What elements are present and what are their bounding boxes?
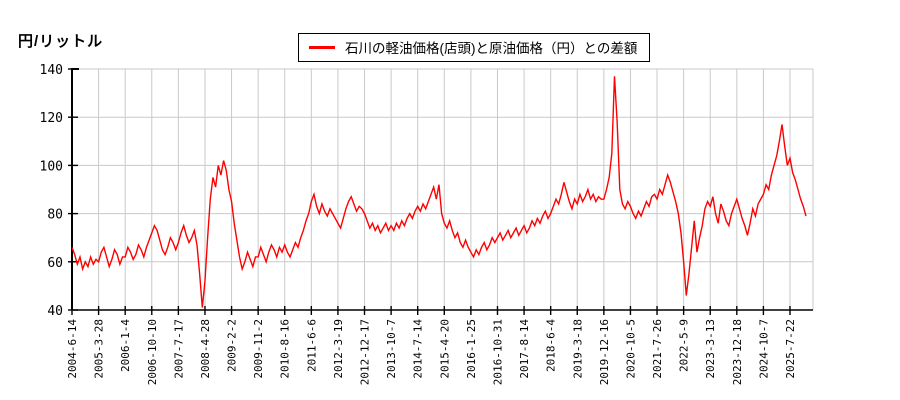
x-tick-label: 2007-7-17 <box>172 319 185 379</box>
x-tick-label: 2019-3-18 <box>571 319 584 379</box>
x-tick-label: 2009-2-2 <box>226 319 239 372</box>
x-tick-label: 2022-5-9 <box>678 319 691 372</box>
x-tick-label: 2016-10-31 <box>491 319 504 385</box>
x-tick-label: 2023-3-13 <box>704 319 717 379</box>
x-tick-label: 2016-1-25 <box>465 319 478 379</box>
x-tick-label: 2018-6-4 <box>545 319 558 372</box>
legend: 石川の軽油価格(店頭)と原油価格（円）との差額 <box>298 33 651 62</box>
y-tick-label: 80 <box>47 208 63 223</box>
x-tick-label: 2006-1-4 <box>119 319 132 372</box>
x-tick-label: 2020-10-5 <box>624 319 637 379</box>
x-tick-label: 2010-8-16 <box>279 319 292 379</box>
x-tick-label: 2004-6-14 <box>66 319 79 379</box>
x-tick-label: 2008-4-28 <box>199 319 212 379</box>
x-tick-label: 2012-3-19 <box>332 319 345 379</box>
x-tick-label: 2009-11-2 <box>252 319 265 379</box>
x-tick-label: 2024-10-7 <box>757 319 770 379</box>
y-tick-label: 100 <box>40 159 63 174</box>
x-tick-label: 2005-3-28 <box>93 319 106 379</box>
y-axis-title: 円/リットル <box>18 33 104 50</box>
x-tick-label: 2015-4-20 <box>438 319 451 379</box>
y-tick-label: 60 <box>47 256 63 271</box>
x-tick-label: 2025-7-22 <box>784 319 797 379</box>
x-tick-label: 2011-6-6 <box>305 319 318 372</box>
y-tick-label: 140 <box>40 63 63 78</box>
y-tick-label: 40 <box>47 304 63 319</box>
x-tick-label: 2023-12-18 <box>731 319 744 385</box>
y-tick-label: 120 <box>40 111 63 126</box>
x-tick-label: 2013-10-7 <box>385 319 398 379</box>
legend-line-swatch <box>309 45 335 49</box>
x-tick-label: 2019-12-16 <box>598 319 611 385</box>
x-tick-label: 2021-7-26 <box>651 319 664 379</box>
x-tick-label: 2006-10-10 <box>146 319 159 385</box>
x-tick-label: 2012-12-17 <box>359 319 372 385</box>
legend-label: 石川の軽油価格(店頭)と原油価格（円）との差額 <box>345 41 638 56</box>
series-line <box>71 76 807 308</box>
x-tick-label: 2014-7-14 <box>412 319 425 379</box>
x-tick-label: 2017-8-14 <box>518 319 531 379</box>
